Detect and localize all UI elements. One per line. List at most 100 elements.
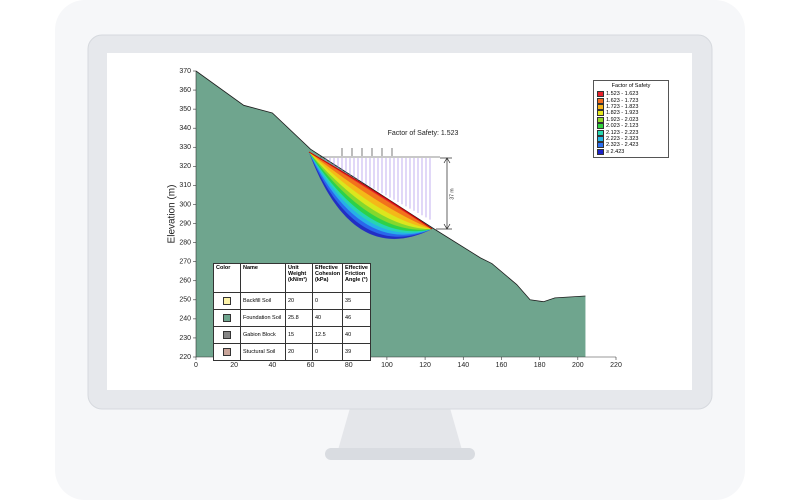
table-cell: 25.8	[285, 309, 313, 327]
legend-swatch	[597, 110, 604, 117]
legend-swatch	[597, 142, 604, 149]
header-cell: Effective Cohesion (kPa)	[311, 263, 344, 293]
y-tick-label: 270	[179, 259, 191, 266]
x-tick-label: 80	[345, 362, 353, 369]
table-cell: Gabion Block	[240, 326, 286, 344]
material-swatch	[223, 297, 231, 305]
legend-label: 1.923 - 2.023	[606, 116, 639, 123]
table-cell: Stuctural Soil	[240, 343, 286, 361]
legend-swatch	[597, 97, 604, 104]
y-tick-label: 230	[179, 335, 191, 342]
table-cell: 35	[342, 292, 371, 310]
legend-label: 1.823 - 1.923	[606, 110, 639, 117]
legend-label: 2.323 - 2.423	[606, 142, 639, 149]
y-tick-label: 360	[179, 87, 191, 94]
monitor-base	[325, 448, 475, 460]
x-tick-label: 60	[307, 362, 315, 369]
legend-swatch	[597, 135, 604, 142]
x-tick-label: 140	[457, 362, 469, 369]
monitor-neck	[338, 408, 462, 450]
y-tick-label: 310	[179, 182, 191, 189]
color-cell	[213, 309, 241, 327]
x-tick-label: 40	[268, 362, 276, 369]
surcharge-load	[320, 148, 440, 158]
color-cell	[213, 343, 241, 361]
materials-table: Color Name Unit Weight (kN/m³) Effective Co…	[213, 263, 371, 361]
x-tick-label: 120	[419, 362, 431, 369]
legend-item: 2.123 - 2.223	[597, 129, 665, 136]
legend-label: ≥ 2.423	[606, 148, 625, 155]
y-tick-label: 370	[179, 68, 191, 75]
color-cell	[213, 292, 241, 310]
slip-fan	[308, 151, 433, 239]
table-cell: 39	[342, 343, 371, 361]
y-tick-label: 330	[179, 144, 191, 151]
header-cell: Unit Weight (kN/m³)	[285, 263, 313, 293]
table-row: Gabion Block 15 12.5 40	[213, 326, 371, 344]
ground-profile	[195, 70, 586, 303]
table-cell: 15	[285, 326, 313, 344]
material-swatch	[223, 331, 231, 339]
color-cell	[213, 326, 241, 344]
x-tick-label: 200	[572, 362, 584, 369]
legend-swatch	[597, 91, 604, 98]
legend-label: 1.523 - 1.623	[606, 91, 639, 98]
legend-swatch	[597, 103, 604, 110]
x-tick-label: 160	[496, 362, 508, 369]
table-cell: Backfill Soil	[240, 292, 286, 310]
header-cell: Color	[213, 263, 241, 293]
legend-item: 2.223 - 2.323	[597, 135, 665, 142]
legend-item: 1.523 - 1.623	[597, 91, 665, 98]
table-row: Backfill Soil 20 0 35	[213, 292, 371, 310]
y-tick-label: 220	[179, 354, 191, 361]
x-tick-label: 0	[194, 362, 198, 369]
legend-label: 2.223 - 2.323	[606, 135, 639, 142]
table-cell: 40	[342, 326, 371, 344]
x-tick-label: 180	[534, 362, 546, 369]
legend-swatch	[597, 129, 604, 136]
table-cell: Foundation Soil	[240, 309, 286, 327]
legend-item: 1.923 - 2.023	[597, 116, 665, 123]
legend-label: 1.723 - 1.823	[606, 103, 639, 110]
table-row: Stuctural Soil 20 0 39	[213, 343, 371, 361]
table-cell: 0	[311, 343, 344, 361]
critical-surface	[308, 151, 433, 230]
legend-title: Factor of Safety	[611, 83, 651, 89]
legend-label: 1.623 - 1.723	[606, 97, 639, 104]
y-tick-label: 240	[179, 316, 191, 323]
y-tick-label: 300	[179, 201, 191, 208]
table-cell: 20	[285, 343, 313, 361]
y-axis-label: Elevation (m)	[167, 185, 178, 244]
fos-annotation: Factor of Safety: 1.523	[388, 130, 459, 137]
x-tick-label: 20	[230, 362, 238, 369]
y-tick-label: 320	[179, 163, 191, 170]
legend-item: 2.023 - 2.123	[597, 123, 665, 130]
table-cell: 46	[342, 309, 371, 327]
legend-item: 1.723 - 1.823	[597, 103, 665, 110]
fos-legend: Factor of Safety 1.523 - 1.623 1.623 - 1.…	[593, 80, 669, 158]
y-tick-label: 340	[179, 125, 191, 132]
legend-item: 1.823 - 1.923	[597, 110, 665, 117]
legend-swatch	[597, 123, 604, 130]
y-tick-label: 350	[179, 106, 191, 113]
legend-label: 2.123 - 2.223	[606, 129, 639, 136]
x-tick-label: 220	[610, 362, 622, 369]
legend-item: ≥ 2.423	[597, 148, 665, 155]
table-row: Foundation Soil 25.8 40 46	[213, 309, 371, 327]
table-cell: 20	[285, 292, 313, 310]
material-swatch	[223, 314, 231, 322]
table-header: Color Name Unit Weight (kN/m³) Effective Co…	[213, 263, 371, 293]
y-tick-label: 260	[179, 278, 191, 285]
legend-swatch	[597, 116, 604, 123]
header-cell: Effective Friction Angle (°)	[342, 263, 371, 293]
legend-item: 1.623 - 1.723	[597, 97, 665, 104]
material-swatch	[223, 348, 231, 356]
dimension-line	[436, 157, 452, 230]
y-tick-label: 290	[179, 220, 191, 227]
table-cell: 12.5	[311, 326, 344, 344]
dimension-label: 37 m	[449, 188, 455, 199]
x-tick-label: 100	[381, 362, 393, 369]
y-tick-label: 280	[179, 239, 191, 246]
